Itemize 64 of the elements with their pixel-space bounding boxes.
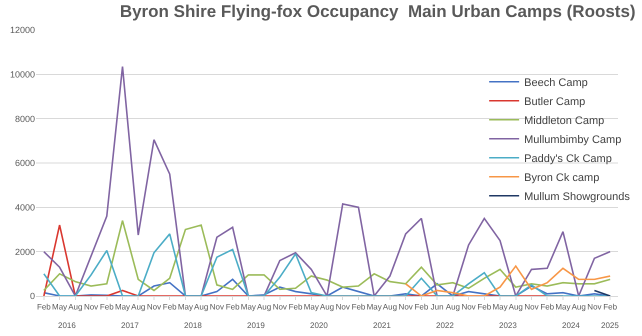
x-tick-label: May xyxy=(240,302,256,312)
x-tick-label: May xyxy=(304,302,319,312)
x-tick-label: Feb xyxy=(162,302,178,312)
x-tick-label: May xyxy=(114,302,130,312)
text: 2020 xyxy=(310,321,328,330)
x-tick-label: Feb xyxy=(540,302,555,312)
chart-title: Byron Shire Flying-fox Occupancy Main Urban Camps (Roosts) xyxy=(120,2,636,21)
y-tick-label: 6000 xyxy=(14,158,35,168)
x-tick-label: Nov xyxy=(272,302,287,312)
x-tick-label: Jun xyxy=(430,302,444,312)
x-tick-label: Aug xyxy=(382,302,398,312)
x-tick-label: Aug xyxy=(68,302,82,312)
x-tick-label: Aug xyxy=(508,302,523,312)
x-tick-label: Feb xyxy=(414,302,429,312)
x-tick-label: Nov xyxy=(461,302,476,312)
y-tick-label: 4000 xyxy=(14,202,35,212)
legend-label: Byron Ck camp xyxy=(524,172,600,184)
x-tick-label: Feb xyxy=(352,302,366,312)
x-tick-label: Aug xyxy=(194,302,208,312)
x-tick-label: May xyxy=(366,302,382,312)
x-tick-label: May xyxy=(555,302,571,312)
y-tick-label: 12000 xyxy=(10,25,35,36)
x-tick-label: Feb xyxy=(288,302,303,312)
x-tick-label: Aug xyxy=(572,302,586,312)
x-tick-label: Aug xyxy=(256,302,272,312)
text: 2018 xyxy=(184,321,202,330)
text: 2017 xyxy=(121,321,140,330)
text: 2016 xyxy=(58,321,76,330)
legend-label: Middleton Camp xyxy=(524,115,604,128)
text: 2019 xyxy=(247,321,266,330)
x-tick-label: Feb xyxy=(603,302,618,312)
x-tick-label: Nov xyxy=(587,302,602,312)
x-tick-label: May xyxy=(178,302,193,312)
line-series xyxy=(404,265,611,296)
x-tick-label: Aug xyxy=(446,302,460,312)
x-tick-label: Nov xyxy=(398,302,413,312)
line-series xyxy=(43,220,611,292)
x-tick-label: Nov xyxy=(146,302,162,312)
x-tick-label: Feb xyxy=(477,302,492,312)
x-tick-label: Feb xyxy=(100,302,114,312)
legend-label: Beech Camp xyxy=(524,77,588,90)
x-tick-label: Aug xyxy=(320,302,334,312)
x-tick-label: Nov xyxy=(84,302,98,312)
x-tick-label: Nov xyxy=(336,302,350,312)
y-tick-label: 8000 xyxy=(14,114,35,124)
x-tick-label: May xyxy=(52,302,68,312)
x-tick-label: Feb xyxy=(36,302,52,312)
x-tick-label: Aug xyxy=(131,302,146,312)
text: 2023 xyxy=(499,321,518,330)
text: 2021 xyxy=(373,321,392,330)
legend-label: Mullumbimby Camp xyxy=(524,134,622,146)
y-tick-label: 10000 xyxy=(10,69,35,80)
legend-label: Paddy's Ck Camp xyxy=(524,153,612,166)
text: 2025 xyxy=(601,321,620,330)
text: 2024 xyxy=(562,321,580,330)
legend-label: Mullum Showgrounds xyxy=(524,191,630,204)
x-tick-label: Feb xyxy=(226,302,240,312)
y-tick-label: 2000 xyxy=(14,246,35,257)
x-tick-label: May xyxy=(492,302,508,312)
y-tick-label: 0 xyxy=(30,291,35,302)
text: 2022 xyxy=(436,321,454,330)
legend-label: Butler Camp xyxy=(524,96,586,108)
x-tick-label: Nov xyxy=(524,302,539,312)
x-tick-label: Nov xyxy=(210,302,224,312)
